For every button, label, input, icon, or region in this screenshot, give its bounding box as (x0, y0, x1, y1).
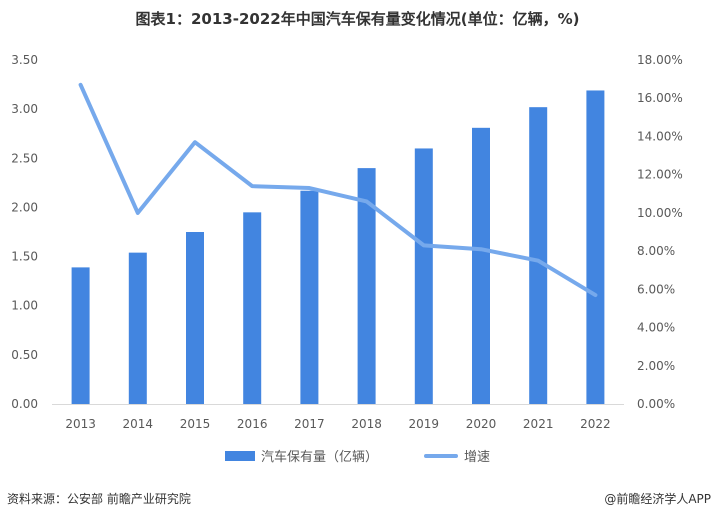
right-axis-tick-label: 10.00% (637, 206, 683, 220)
left-axis-tick-label: 2.50 (11, 151, 38, 165)
right-axis-tick-label: 0.00% (637, 397, 675, 411)
left-axis-tick-label: 3.50 (11, 53, 38, 67)
bar-2019 (414, 148, 433, 404)
x-axis-tick-label: 2016 (237, 417, 268, 431)
right-axis-tick-label: 12.00% (637, 168, 683, 182)
x-axis-tick-label: 2014 (123, 417, 154, 431)
right-axis-tick-label: 2.00% (637, 359, 675, 373)
left-axis-tick-label: 2.00 (11, 200, 38, 214)
legend-bar-swatch (224, 450, 255, 461)
bar-2020 (472, 127, 490, 405)
bar-2016 (243, 212, 262, 404)
left-axis-tick-label: 3.00 (11, 102, 38, 116)
legend-line-label: 增速 (464, 450, 491, 465)
bar-2018 (357, 168, 376, 404)
bar-2021 (529, 107, 548, 405)
x-axis-tick-label: 2013 (65, 417, 96, 431)
chart-title: 图表1：2013-2022年中国汽车保有量变化情况(单位：亿辆，%) (135, 10, 580, 28)
legend-line-swatch (424, 453, 458, 458)
left-axis-tick-label: 0.00 (11, 397, 38, 411)
x-axis-tick-label: 2018 (351, 417, 382, 431)
x-axis-tick-label: 2021 (523, 417, 554, 431)
growth-rate-line (78, 82, 598, 298)
x-axis-tick-label: 2022 (580, 417, 611, 431)
x-axis-tick-label: 2015 (180, 417, 211, 431)
right-axis-tick-label: 16.00% (637, 91, 683, 105)
bar-2022 (586, 90, 605, 405)
bar-2015 (186, 232, 204, 404)
right-axis-tick-label: 8.00% (637, 244, 675, 258)
right-axis-tick-label: 14.00% (637, 129, 683, 143)
right-axis-tick-label: 6.00% (637, 282, 675, 296)
bar-2014 (128, 252, 147, 404)
right-axis-tick-label: 18.00% (637, 53, 683, 67)
x-axis-tick-label: 2017 (294, 417, 325, 431)
left-axis-tick-label: 0.50 (11, 348, 38, 362)
right-axis-tick-label: 4.00% (637, 321, 675, 335)
left-axis-tick-label: 1.50 (11, 250, 38, 264)
legend-bar-label: 汽车保有量（亿辆） (260, 450, 378, 465)
x-axis-tick-label: 2019 (409, 417, 440, 431)
bar-2013 (71, 267, 90, 404)
legend: 汽车保有量（亿辆） 增速 (0, 446, 715, 465)
credit-note: @前瞻经济学人APP (604, 492, 711, 506)
x-axis-tick-label: 2020 (466, 417, 497, 431)
bar-2017 (300, 190, 319, 404)
left-axis-tick-label: 1.00 (11, 299, 38, 313)
source-note: 资料来源：公安部 前瞻产业研究院 (7, 492, 191, 506)
